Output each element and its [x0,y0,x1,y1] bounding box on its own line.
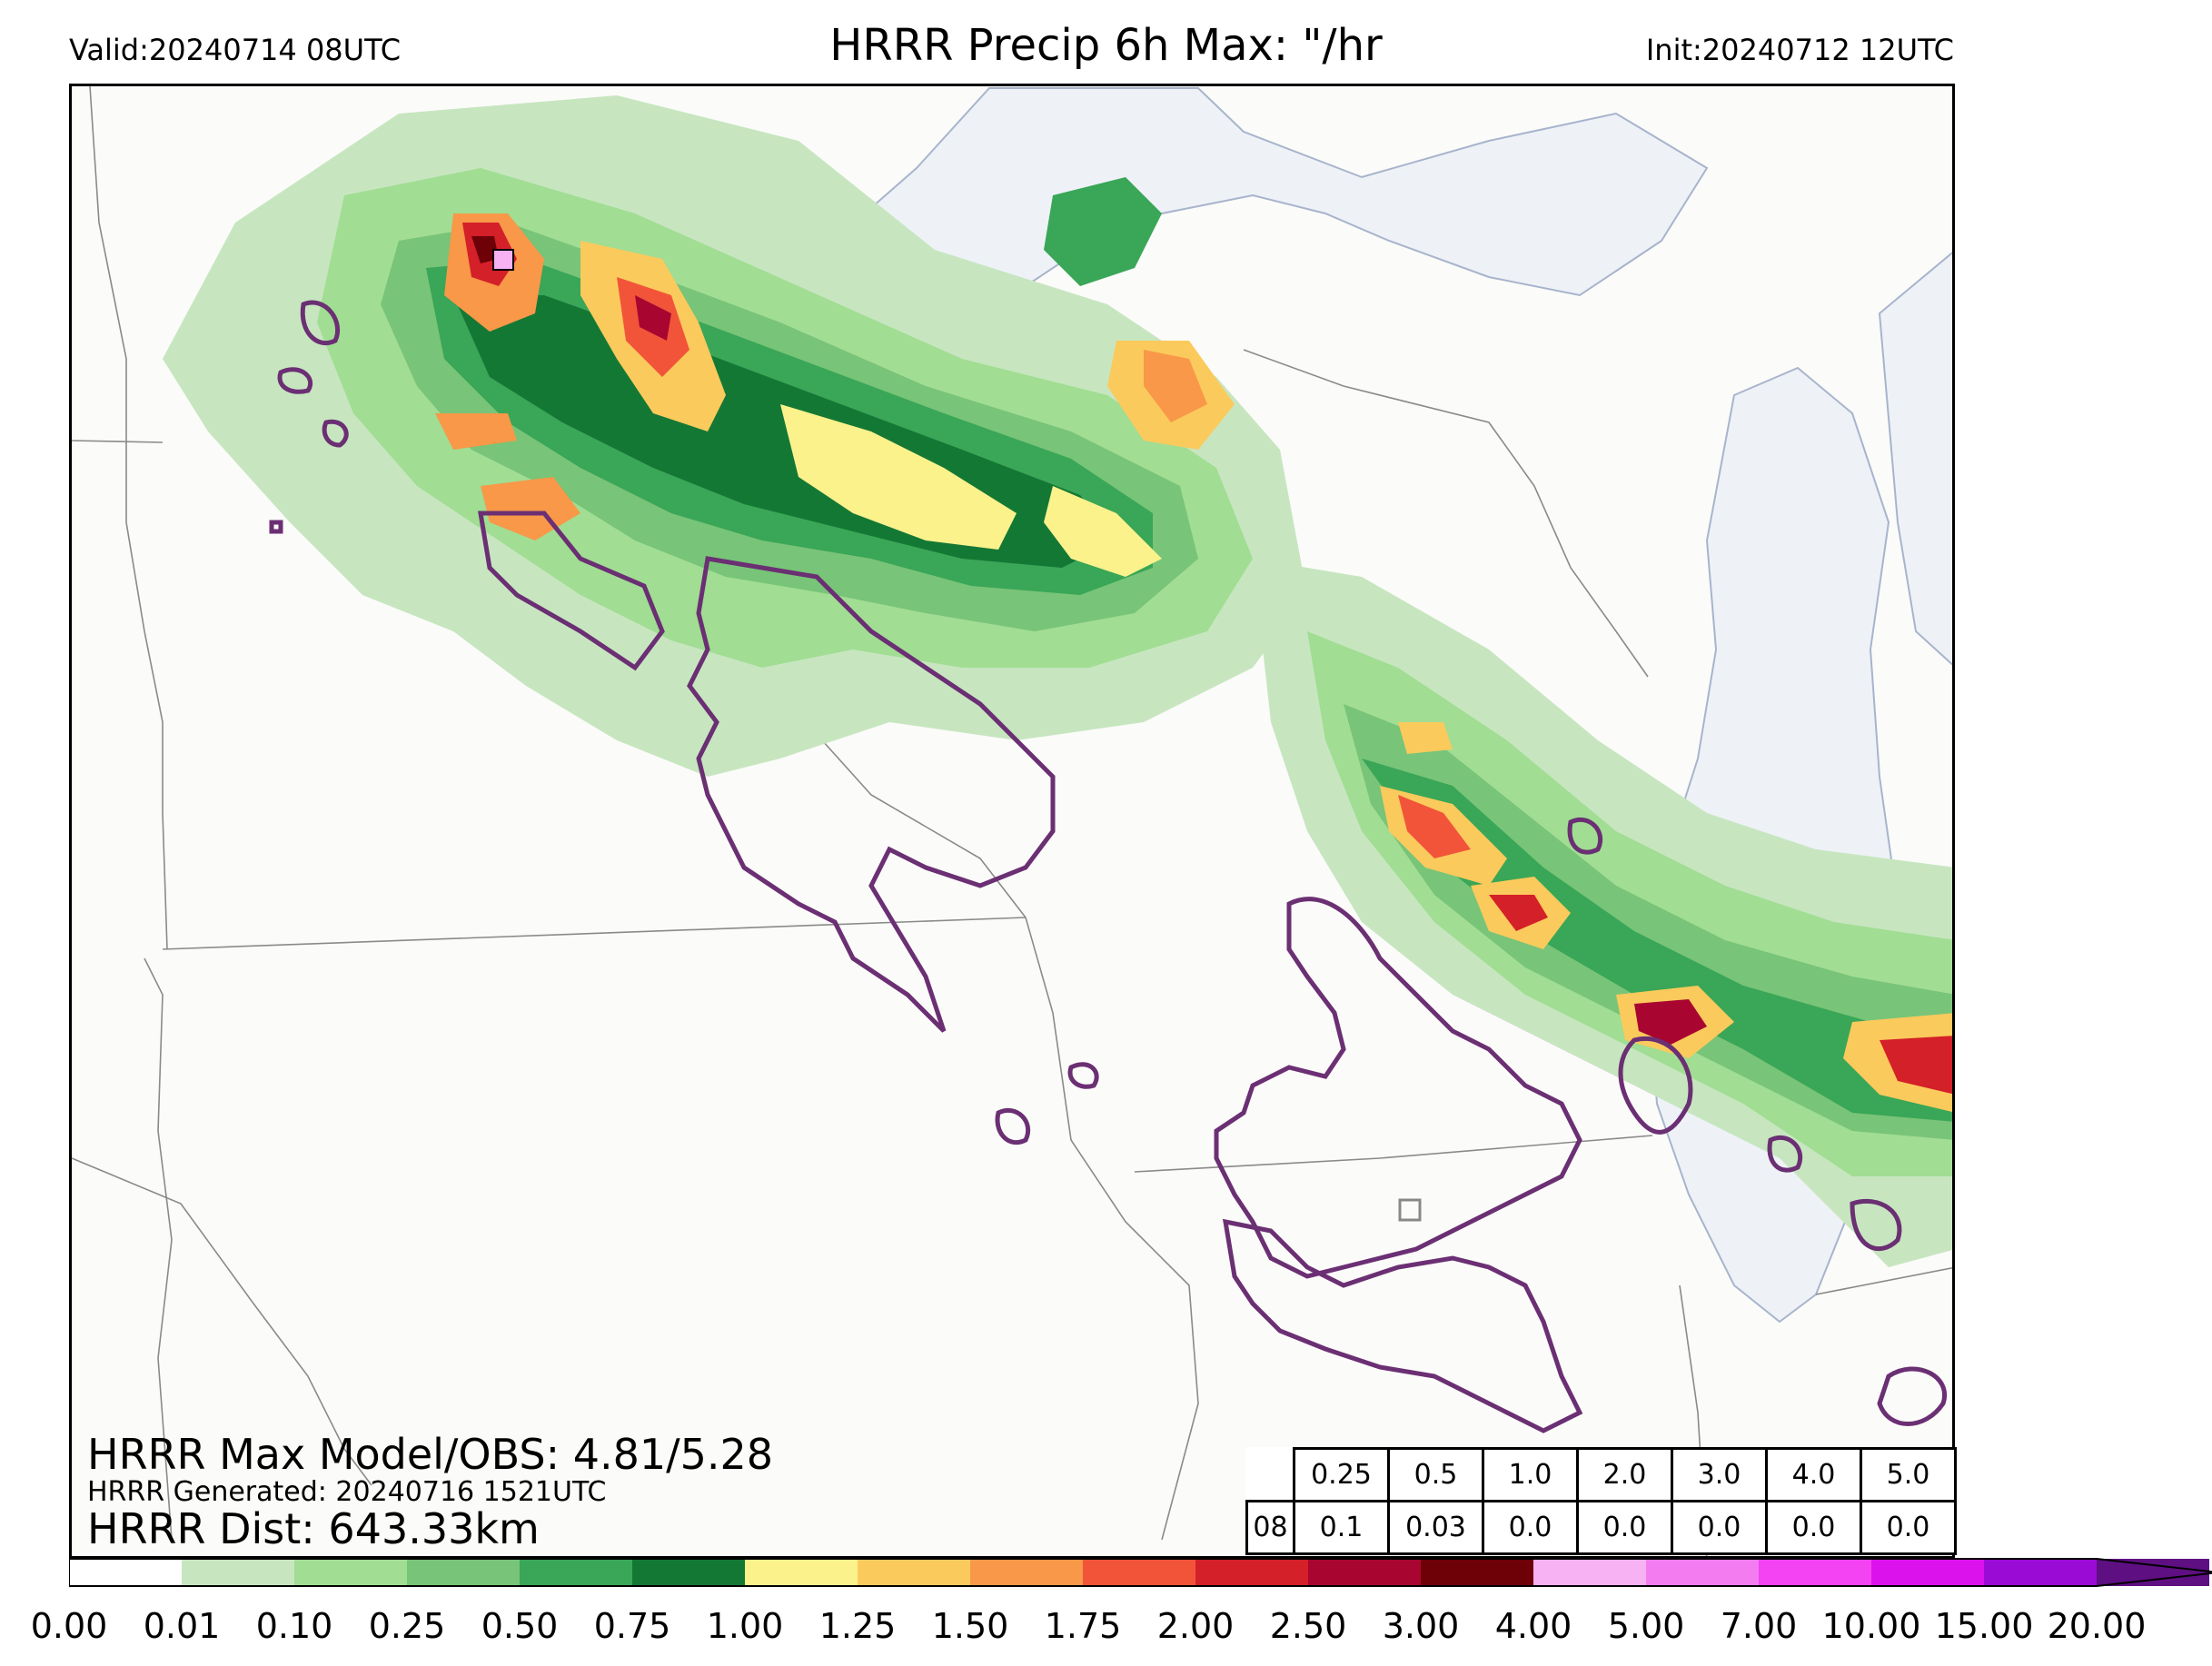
station-marker [1398,1198,1422,1222]
threshold-value-cell: 0.1 [1293,1500,1390,1555]
threshold-value-cell: 0.0 [1860,1500,1957,1555]
threshold-value-cell: 0.03 [1387,1500,1484,1555]
chart-title: HRRR Precip 6h Max: "/hr [829,20,1383,71]
colorbar-segment [1533,1559,1646,1586]
colorbar-segment [1083,1559,1195,1586]
colorbar-tick-label: 1.00 [706,1606,784,1646]
colorbar-tick-label: 10.00 [1821,1606,1921,1646]
colorbar-segment [1646,1559,1759,1586]
threshold-value-row: 08 0.1 0.03 0.0 0.0 0.0 0.0 0.0 [1245,1500,1957,1555]
colorbar-segment [1421,1559,1533,1586]
max-model-obs-label: HRRR Max Model/OBS: 4.81/5.28 [87,1430,774,1479]
colorbar-segment [2097,1559,2209,1586]
colorbar-segment [1759,1559,1871,1586]
threshold-header-cell: 2.0 [1576,1447,1673,1502]
colorbar-segment [182,1559,294,1586]
colorbar-tick-label: 4.00 [1494,1606,1572,1646]
colorbar-segment [970,1559,1083,1586]
colorbar-tick-label: 2.50 [1269,1606,1347,1646]
colorbar-segment [1308,1559,1421,1586]
colorbar-tick-label: 0.25 [368,1606,446,1646]
threshold-header-cell: 4.0 [1765,1447,1862,1502]
colorbar-tick-label: 0.75 [593,1606,671,1646]
colorbar-outline [69,1558,2212,1587]
threshold-header-row: 0.25 0.5 1.0 2.0 3.0 4.0 5.0 [1247,1447,1957,1502]
colorbar-tick-label: 7.00 [1720,1606,1798,1646]
colorbar-tick-label: 20.00 [2047,1606,2147,1646]
threshold-header-cell: 3.0 [1671,1447,1768,1502]
valid-time: Valid:20240714 08UTC [69,33,402,67]
init-time: Init:20240712 12UTC [1645,33,1954,67]
colorbar-tick-label: 1.50 [931,1606,1009,1646]
colorbar-segment [858,1559,970,1586]
state-borders [72,86,1952,1556]
colorbar [69,1558,2212,1587]
threshold-value-cell: 0.0 [1576,1500,1673,1555]
threshold-value-cell: 0.0 [1765,1500,1862,1555]
colorbar-segment [294,1559,407,1586]
colorbar-segment [69,1559,182,1586]
distance-label: HRRR Dist: 643.33km [87,1504,540,1553]
colorbar-tick-label: 0.00 [30,1606,108,1646]
threshold-value-cell: 0.0 [1482,1500,1579,1555]
lake-huron [1878,252,1952,666]
threshold-table: 0.25 0.5 1.0 2.0 3.0 4.0 5.0 08 0.1 0.03… [1245,1447,1957,1555]
threshold-value-cell: 0.0 [1671,1500,1768,1555]
colorbar-tick-label: 0.10 [255,1606,333,1646]
colorbar-segment [632,1559,745,1586]
colorbar-tick-label: 5.00 [1607,1606,1685,1646]
threshold-row-label: 08 [1245,1500,1295,1555]
generated-label: HRRR Generated: 20240716 1521UTC [87,1476,607,1508]
colorbar-tick-label: 1.25 [818,1606,897,1646]
colorbar-segment [1871,1559,1984,1586]
threshold-header-cell: 0.5 [1387,1447,1484,1502]
colorbar-tick-label: 15.00 [1934,1606,2034,1646]
threshold-header-cell: 1.0 [1482,1447,1579,1502]
threshold-header-cell: 5.0 [1860,1447,1957,1502]
colorbar-segment [520,1559,632,1586]
colorbar-segment [745,1559,858,1586]
colorbar-segment [1195,1559,1308,1586]
colorbar-tick-label: 3.00 [1382,1606,1460,1646]
colorbar-tick-label: 0.50 [481,1606,559,1646]
colorbar-segment [407,1559,520,1586]
colorbar-tick-label: 0.01 [143,1606,221,1646]
colorbar-tick-label: 1.75 [1044,1606,1122,1646]
colorbar-segment [1984,1559,2097,1586]
colorbar-tick-label: 2.00 [1156,1606,1235,1646]
precip-band-southeast [1253,559,1952,1267]
threshold-header-cell: 0.25 [1293,1447,1390,1502]
precip-band-northwest [163,95,1307,777]
precip-map [69,84,1955,1559]
obs-contours [269,300,1948,1433]
